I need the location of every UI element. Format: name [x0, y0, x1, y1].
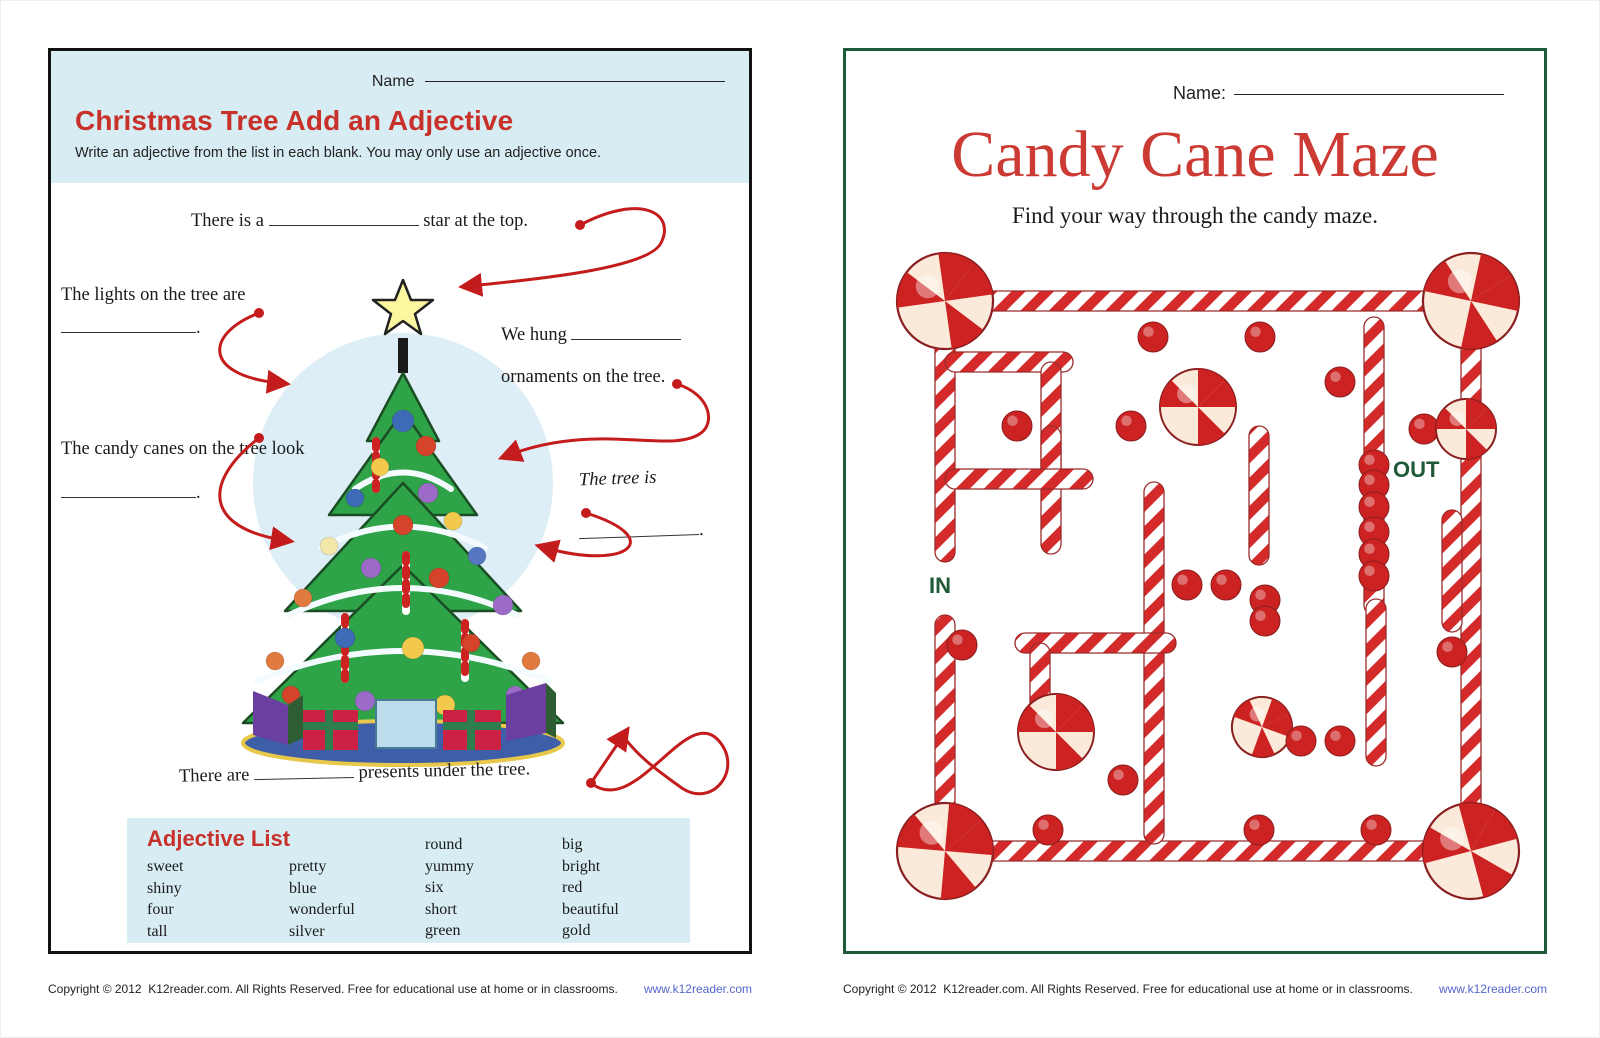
- svg-text:OUT: OUT: [1393, 457, 1440, 482]
- svg-text:IN: IN: [929, 573, 951, 598]
